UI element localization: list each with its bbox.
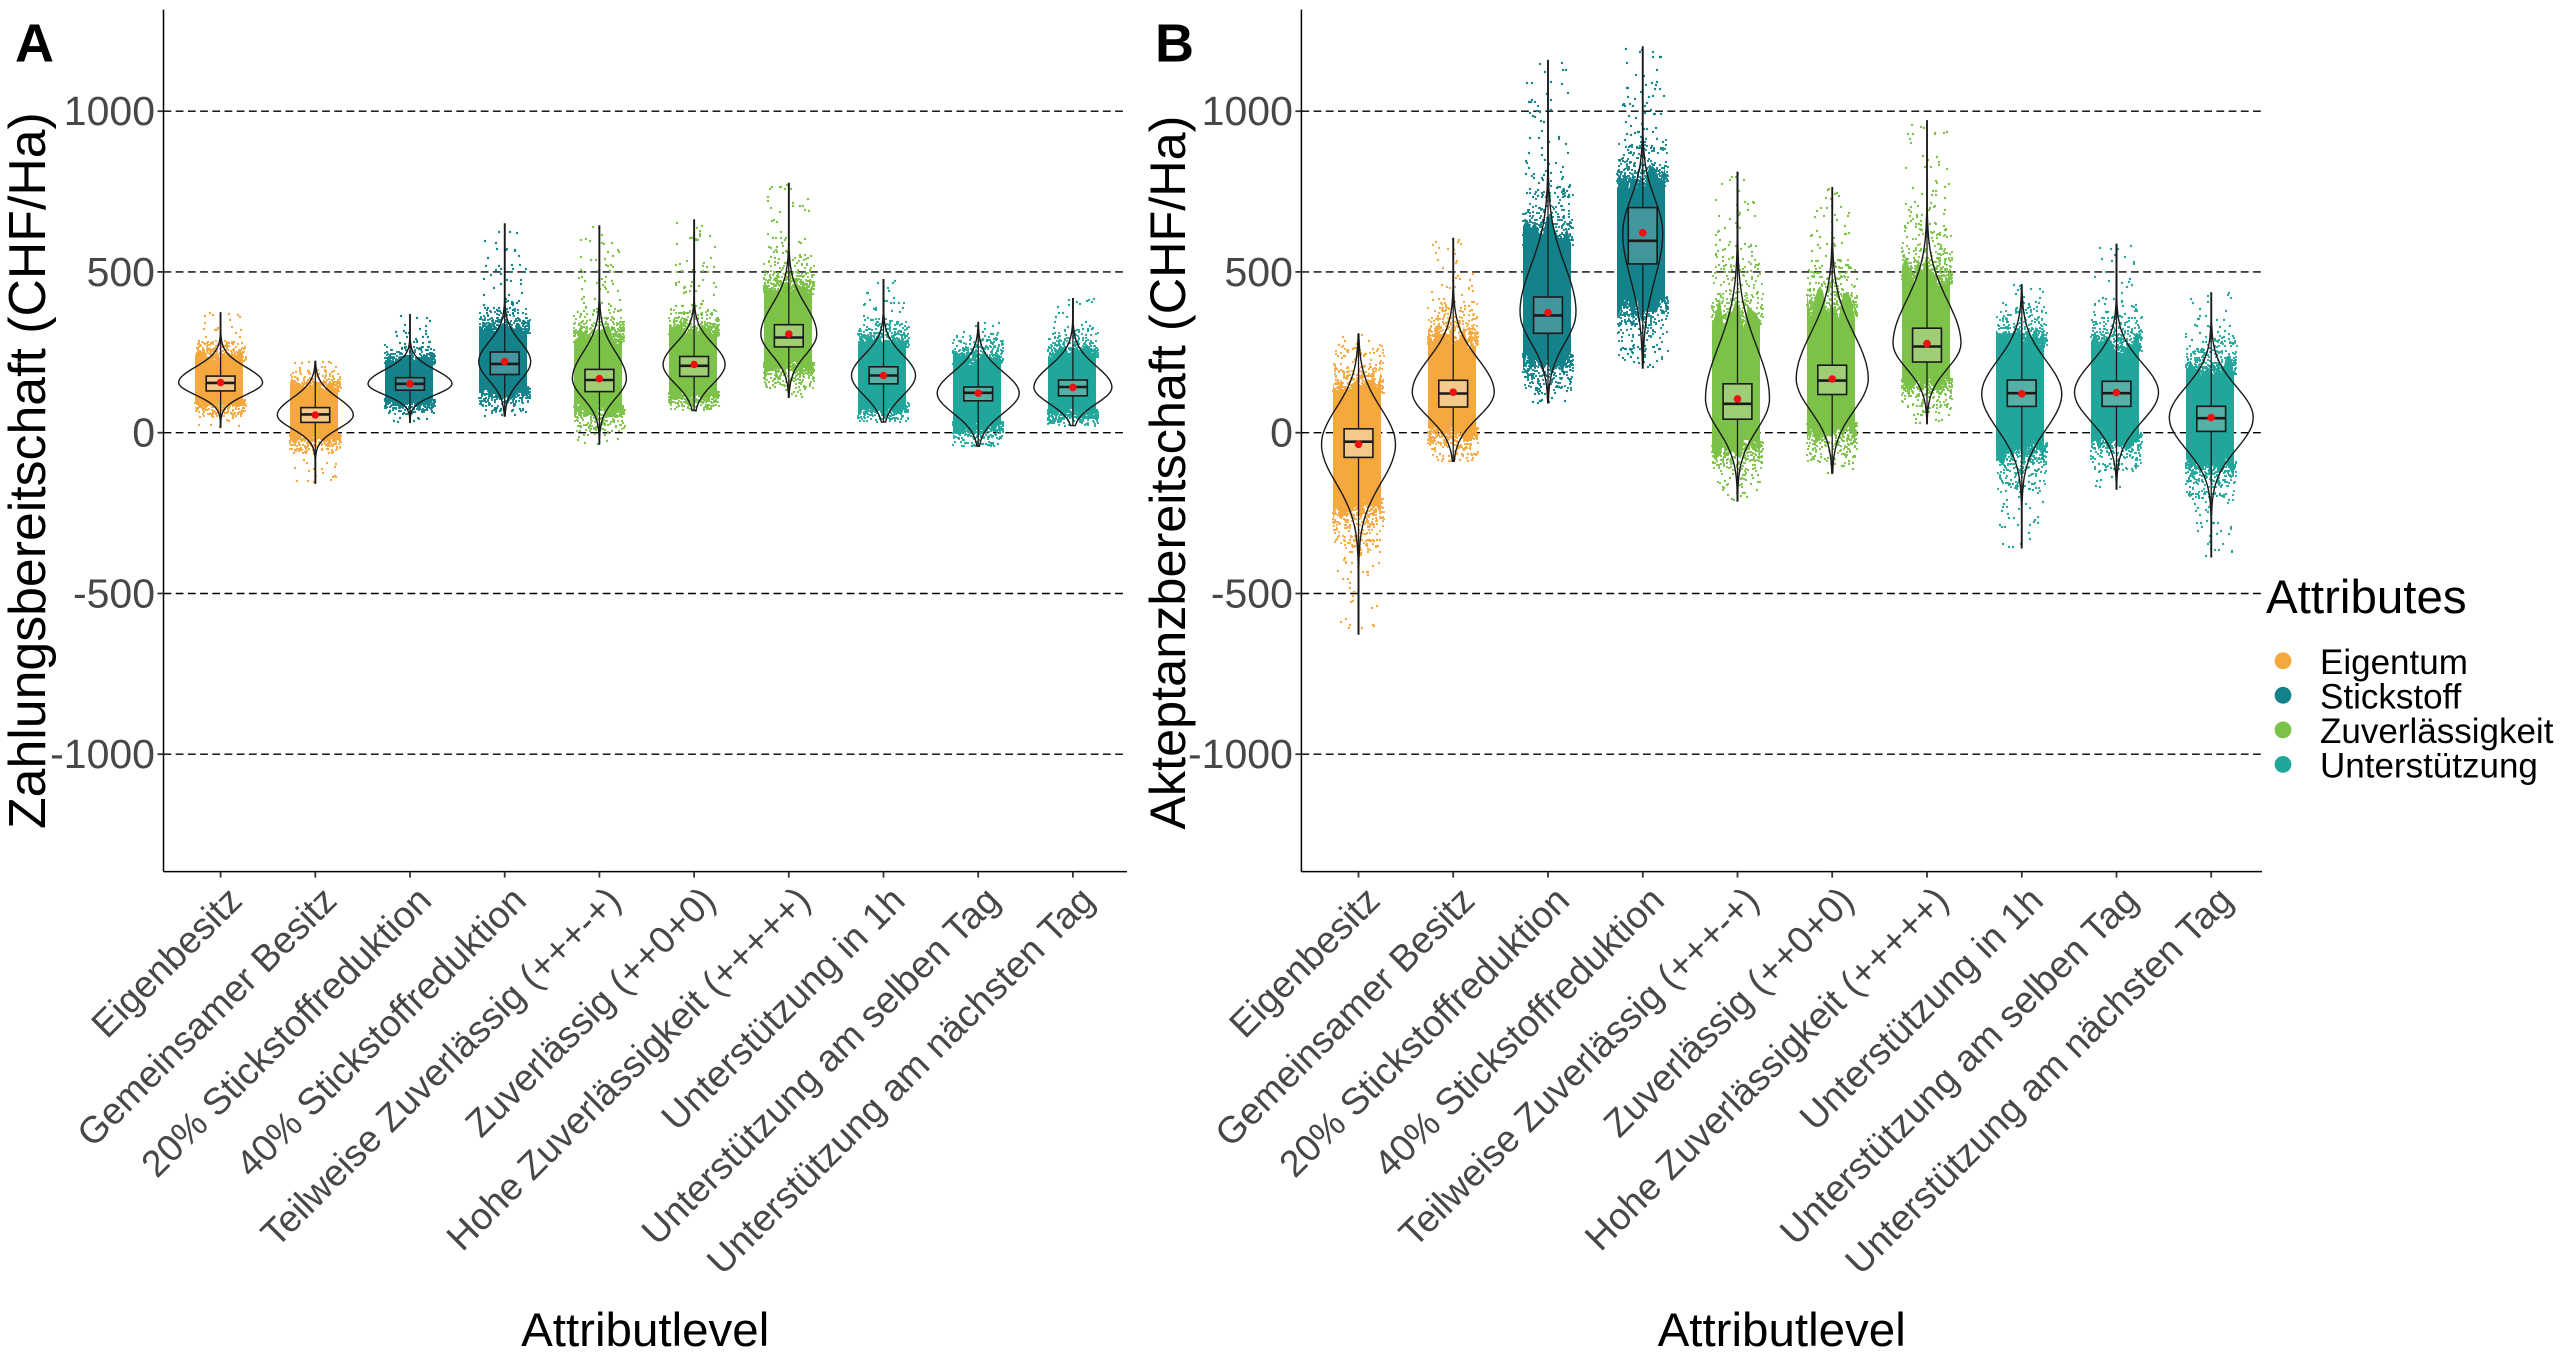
- svg-text:-500: -500: [73, 571, 155, 617]
- svg-text:-1000: -1000: [50, 731, 155, 777]
- svg-text:B: B: [1155, 14, 1194, 74]
- svg-text:Akteptanzbereitschaft (CHF/Ha): Akteptanzbereitschaft (CHF/Ha): [1139, 116, 1196, 830]
- svg-text:-1000: -1000: [1188, 731, 1293, 777]
- svg-text:500: 500: [1224, 249, 1292, 295]
- svg-text:Eigentum: Eigentum: [2320, 643, 2468, 682]
- svg-text:Unterstützung: Unterstützung: [2320, 746, 2538, 785]
- svg-text:Attributlevel: Attributlevel: [1658, 1304, 1906, 1357]
- svg-text:0: 0: [1270, 410, 1293, 456]
- svg-text:Attributes: Attributes: [2266, 571, 2467, 624]
- svg-text:Zuverlässigkeit: Zuverlässigkeit: [2320, 712, 2554, 751]
- svg-text:1000: 1000: [64, 88, 155, 134]
- svg-text:0: 0: [132, 410, 155, 456]
- svg-text:Zahlungsbereitschaft (CHF/Ha): Zahlungsbereitschaft (CHF/Ha): [0, 112, 56, 829]
- svg-text:500: 500: [87, 249, 155, 295]
- svg-text:Attributlevel: Attributlevel: [521, 1304, 769, 1357]
- svg-text:-500: -500: [1211, 571, 1293, 617]
- svg-text:A: A: [15, 14, 54, 74]
- svg-text:Stickstoff: Stickstoff: [2320, 677, 2462, 716]
- svg-text:1000: 1000: [1202, 88, 1293, 134]
